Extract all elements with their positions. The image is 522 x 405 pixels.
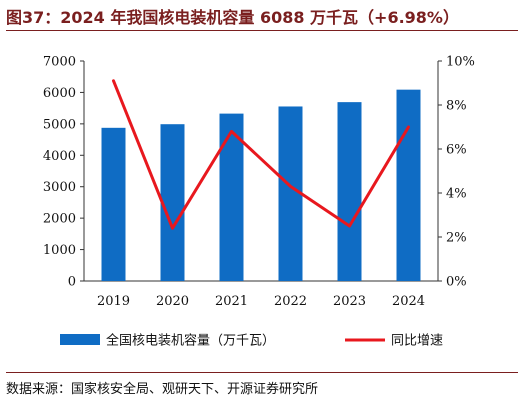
right-tick-label: 4%: [446, 187, 467, 202]
left-tick-label: 3000: [43, 180, 76, 195]
data-source-note: 数据来源：国家核安全局、观研天下、开源证券研究所: [6, 382, 319, 397]
right-tick-label: 6%: [446, 143, 467, 158]
combo-chart: 0 1000 2000 3000 4000 5000 6000 7000 0% 2% 4% 6% 8% 1…: [43, 55, 475, 349]
x-tick-label: 2019: [97, 294, 130, 309]
right-tick-label: 8%: [446, 99, 467, 114]
bar: [337, 102, 362, 281]
bar: [219, 113, 244, 282]
chart-legend: 全国核电装机容量（万千瓦） 同比增速: [60, 333, 443, 349]
left-tick-label: 7000: [43, 55, 76, 70]
bar: [278, 106, 303, 281]
x-tick-label: 2024: [392, 294, 425, 309]
bar-series: [101, 89, 421, 282]
tick-labels: 0 1000 2000 3000 4000 5000 6000 7000 0% 2% 4% 6% 8% 1…: [43, 55, 475, 310]
right-tick-label: 10%: [446, 55, 475, 70]
chart-axes: [80, 60, 442, 282]
left-tick-label: 0: [68, 275, 76, 290]
legend-bar-label: 全国核电装机容量（万千瓦）: [106, 333, 275, 349]
bar: [160, 124, 185, 282]
left-tick-label: 6000: [43, 86, 76, 101]
x-tick-label: 2023: [333, 294, 366, 309]
source-rule: [6, 372, 518, 373]
title-rule: [6, 30, 518, 31]
left-tick-label: 1000: [43, 243, 76, 258]
x-tick-label: 2020: [156, 294, 189, 309]
left-tick-label: 4000: [43, 149, 76, 164]
legend-line-label: 同比增速: [391, 334, 443, 349]
bar: [101, 127, 126, 282]
left-tick-label: 5000: [43, 117, 76, 132]
figure-title: 图37：2024 年我国核电装机容量 6088 万千瓦（+6.98%）: [6, 8, 459, 27]
x-tick-label: 2022: [274, 294, 307, 309]
bar: [396, 89, 421, 281]
legend-bar-swatch: [60, 334, 100, 345]
line-series: [112, 79, 410, 230]
x-tick-label: 2021: [215, 294, 248, 309]
right-tick-label: 0%: [446, 275, 467, 290]
left-tick-label: 2000: [43, 212, 76, 227]
right-tick-label: 2%: [446, 231, 467, 246]
growth-line: [112, 79, 410, 230]
